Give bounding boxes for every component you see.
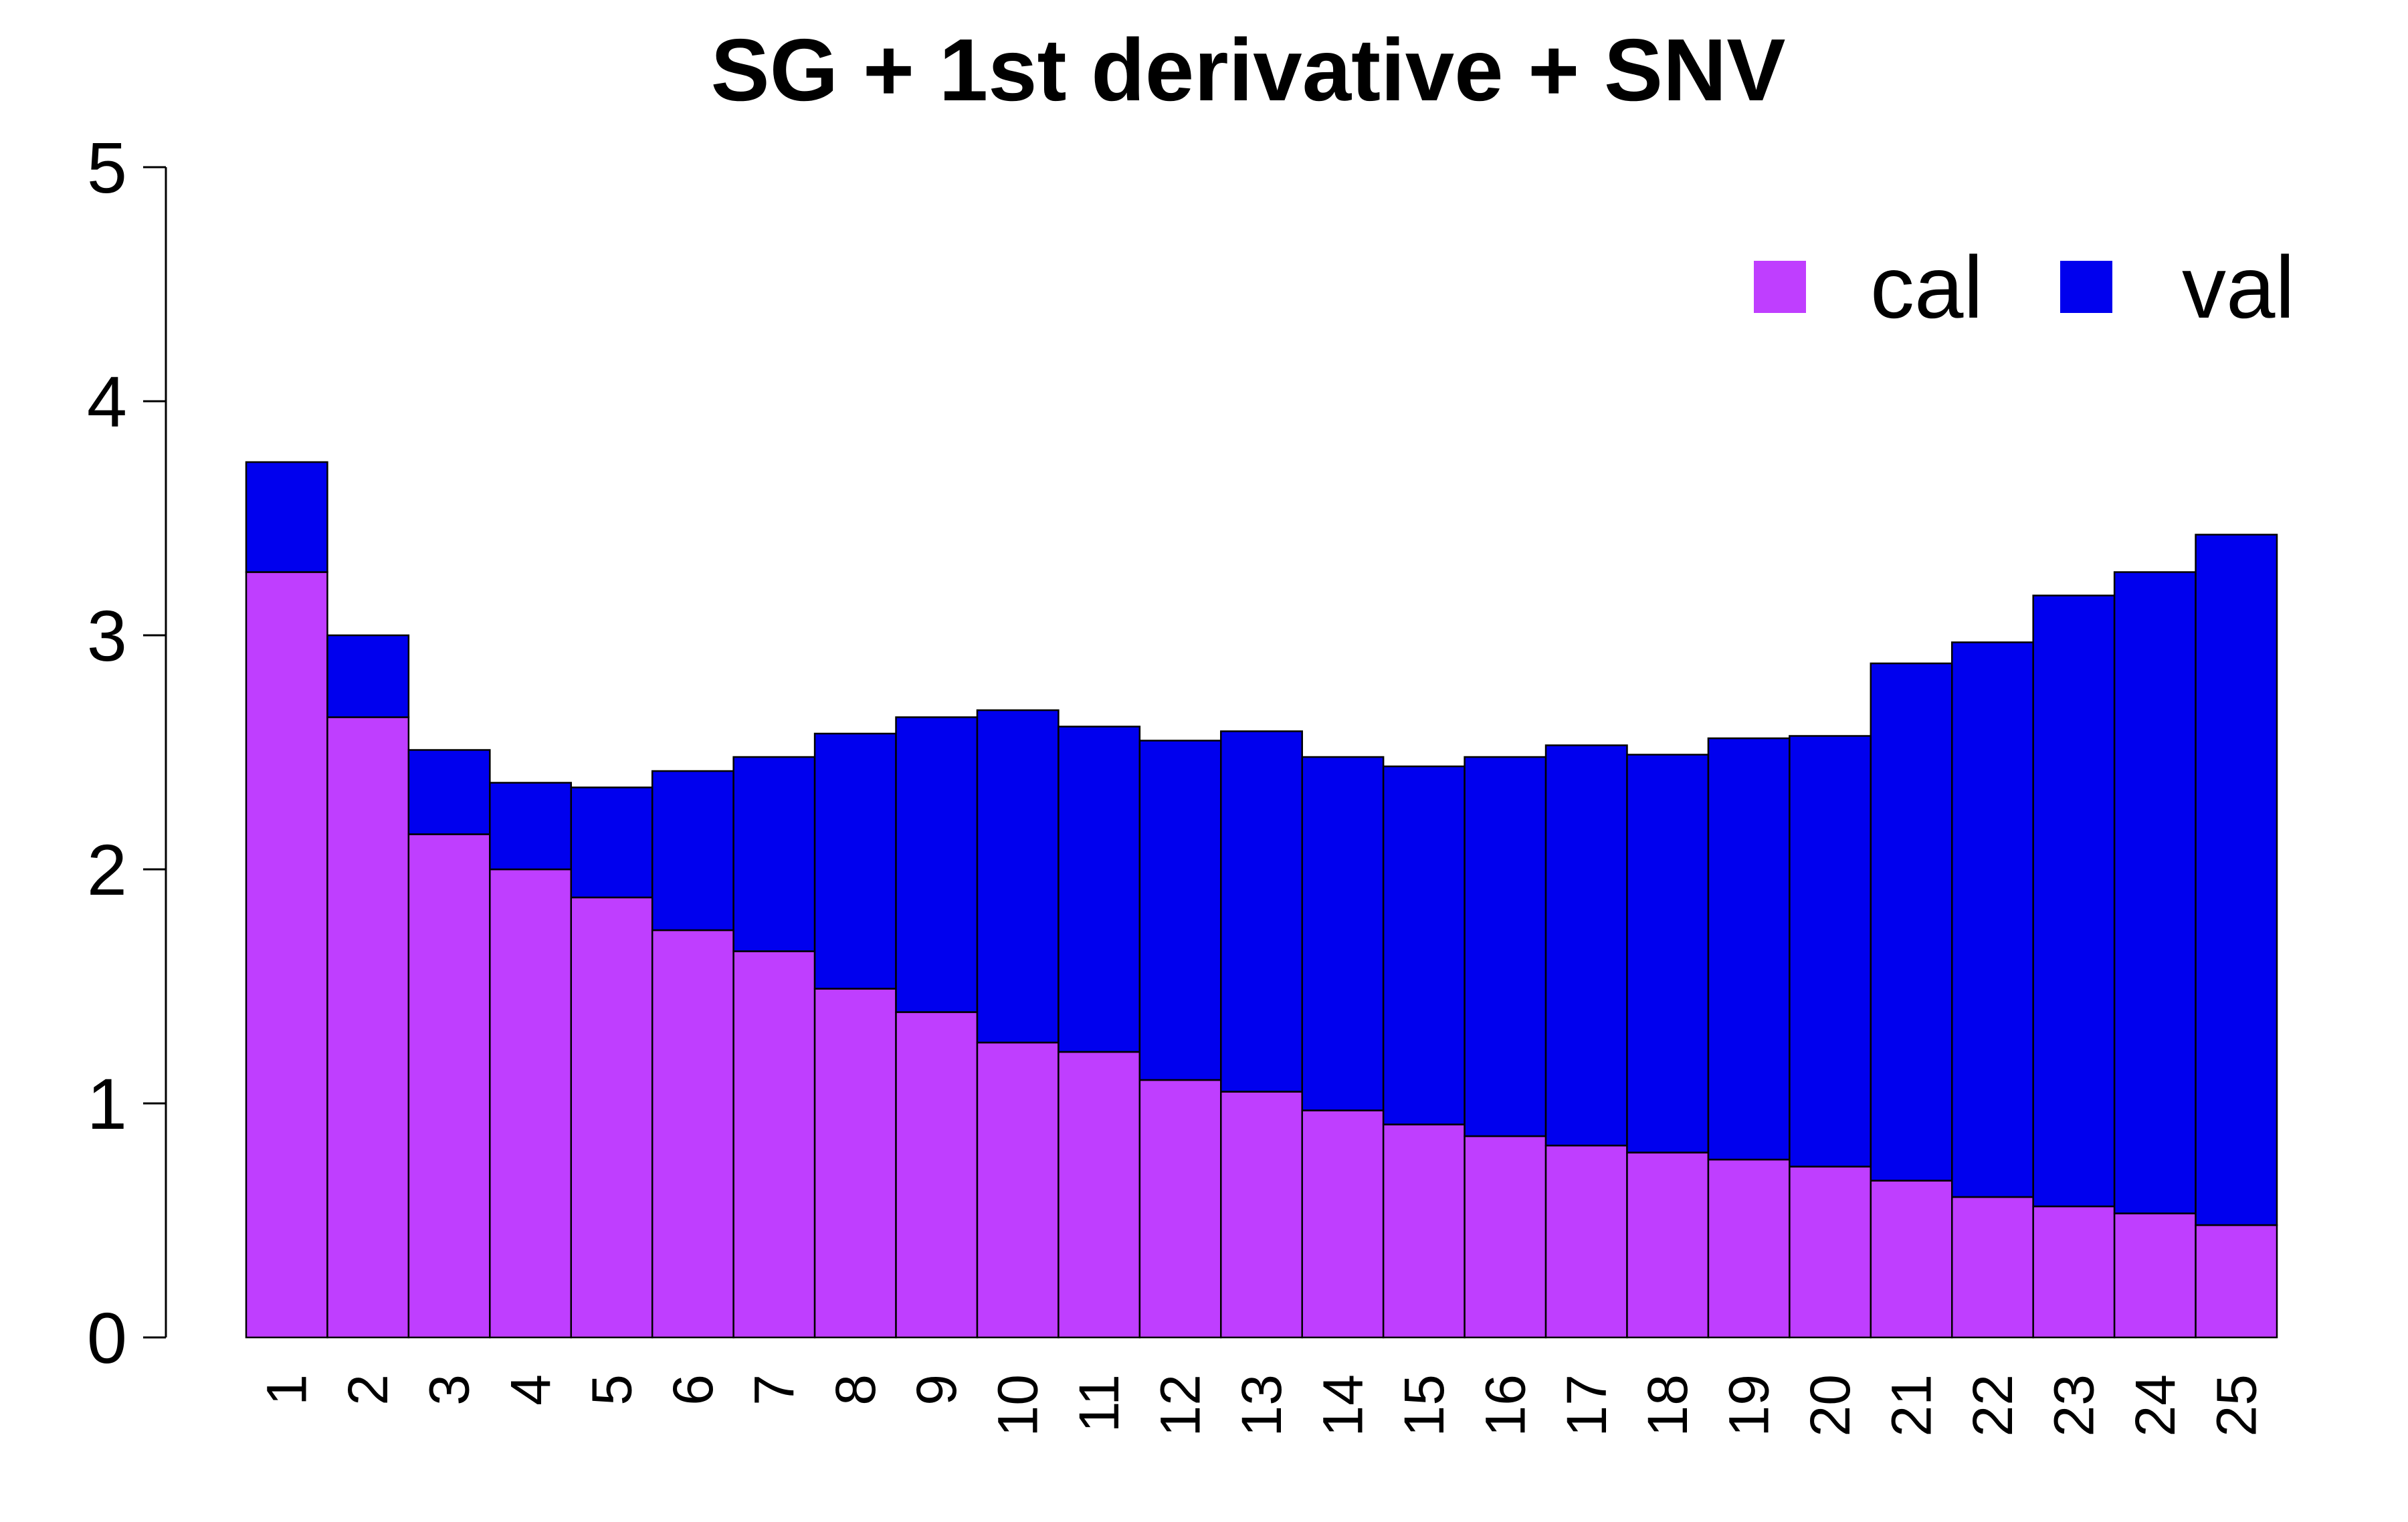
bar-val-2 [326,634,410,718]
bar-val-20 [1789,735,1872,1168]
x-tick-label: 21 [1880,1374,1943,1436]
x-tick-label: 4 [499,1374,562,1406]
bar-val-17 [1544,744,1628,1147]
x-tick-label: 20 [1799,1374,1862,1436]
bar-val-6 [651,770,734,932]
x-tick-label: 10 [987,1374,1049,1436]
bar-cal-9 [895,1011,979,1339]
bar-cal-7 [732,950,816,1339]
y-axis: 0 1 2 3 4 5 [87,127,167,1378]
bar-val-18 [1626,754,1710,1154]
x-tick-label: 8 [824,1374,887,1406]
bar-val-12 [1138,740,1222,1081]
bar-val-15 [1382,765,1466,1125]
bar-cal-22 [1950,1196,2034,1339]
bar-cal-1 [245,571,328,1339]
chart-title: SG + 1st derivative + SNV [711,21,1786,119]
x-tick-label: 3 [418,1374,481,1406]
x-tick-label: 1 [256,1374,318,1406]
x-tick-label: 6 [662,1374,724,1406]
y-tick-label: 3 [87,595,127,676]
legend-swatch-cal [1754,261,1806,313]
bar-cal-13 [1220,1091,1303,1339]
bar-cal-19 [1707,1158,1791,1339]
legend-label-cal: cal [1870,238,1983,336]
bar-cal-6 [651,929,734,1339]
x-tick-label: 15 [1393,1374,1456,1436]
x-tick-label: 2 [336,1374,399,1406]
bar-cal-4 [489,868,573,1339]
bar-val-21 [1870,662,1953,1182]
x-axis: 1 2 3 4 5 6 7 8 9 10 11 12 13 14 15 16 17 18 19 20 21 22 23 24 2… [256,1374,2268,1436]
bar-cal-3 [407,833,491,1339]
x-tick-label: 16 [1474,1374,1536,1436]
bar-val-16 [1464,756,1547,1137]
bar-val-13 [1220,730,1303,1093]
bar-val-3 [407,749,491,835]
bar-cal-17 [1544,1144,1628,1339]
bar-val-7 [732,756,816,952]
x-tick-label: 14 [1311,1374,1374,1436]
bar-cal-15 [1382,1123,1466,1339]
y-tick-label: 1 [87,1063,127,1144]
x-tick-label: 13 [1230,1374,1293,1436]
bar-val-9 [895,716,979,1013]
x-tick-label: 7 [742,1374,805,1406]
y-tick-label: 0 [87,1297,127,1378]
x-tick-label: 25 [2205,1374,2268,1436]
bar-cal-11 [1058,1051,1141,1339]
bar-val-24 [2113,571,2197,1214]
bar-cal-16 [1464,1135,1547,1339]
bars [245,461,2278,1339]
bar-cal-2 [326,716,410,1339]
y-tick-label: 5 [87,127,127,208]
y-tick-label: 2 [87,829,127,910]
bar-val-22 [1950,641,2034,1198]
x-tick-label: 5 [580,1374,643,1406]
x-tick-label: 9 [905,1374,968,1406]
bar-val-8 [813,732,897,990]
bar-cal-12 [1138,1079,1222,1339]
y-tick-label: 4 [87,361,127,442]
bar-val-4 [489,782,573,871]
legend-label-val: val [2182,238,2295,336]
bar-cal-5 [570,896,654,1339]
bar-cal-21 [1870,1180,1953,1339]
legend: cal val [1754,238,2295,336]
bar-val-19 [1707,737,1791,1161]
bar-cal-10 [976,1041,1060,1339]
bar-val-10 [976,709,1060,1044]
bar-cal-25 [2195,1224,2278,1339]
bar-cal-14 [1301,1109,1385,1339]
x-tick-label: 24 [2124,1374,2187,1436]
x-tick-label: 19 [1718,1374,1781,1436]
x-tick-label: 12 [1149,1374,1212,1436]
bar-val-1 [245,461,328,573]
x-tick-label: 23 [2042,1374,2105,1436]
x-tick-label: 11 [1068,1374,1130,1432]
x-tick-label: 17 [1555,1374,1618,1436]
bar-val-14 [1301,756,1385,1111]
bar-cal-24 [2113,1212,2197,1339]
bar-val-11 [1058,726,1141,1053]
bar-val-5 [570,786,654,899]
bar-val-23 [2032,594,2116,1208]
bar-cal-18 [1626,1152,1710,1339]
bar-cal-23 [2032,1205,2116,1339]
bar-cal-8 [813,988,897,1339]
bar-val-25 [2195,534,2278,1226]
x-tick-label: 18 [1636,1374,1699,1436]
x-tick-label: 22 [1961,1374,2024,1436]
bar-cal-20 [1789,1166,1872,1339]
legend-swatch-val [2060,261,2112,313]
